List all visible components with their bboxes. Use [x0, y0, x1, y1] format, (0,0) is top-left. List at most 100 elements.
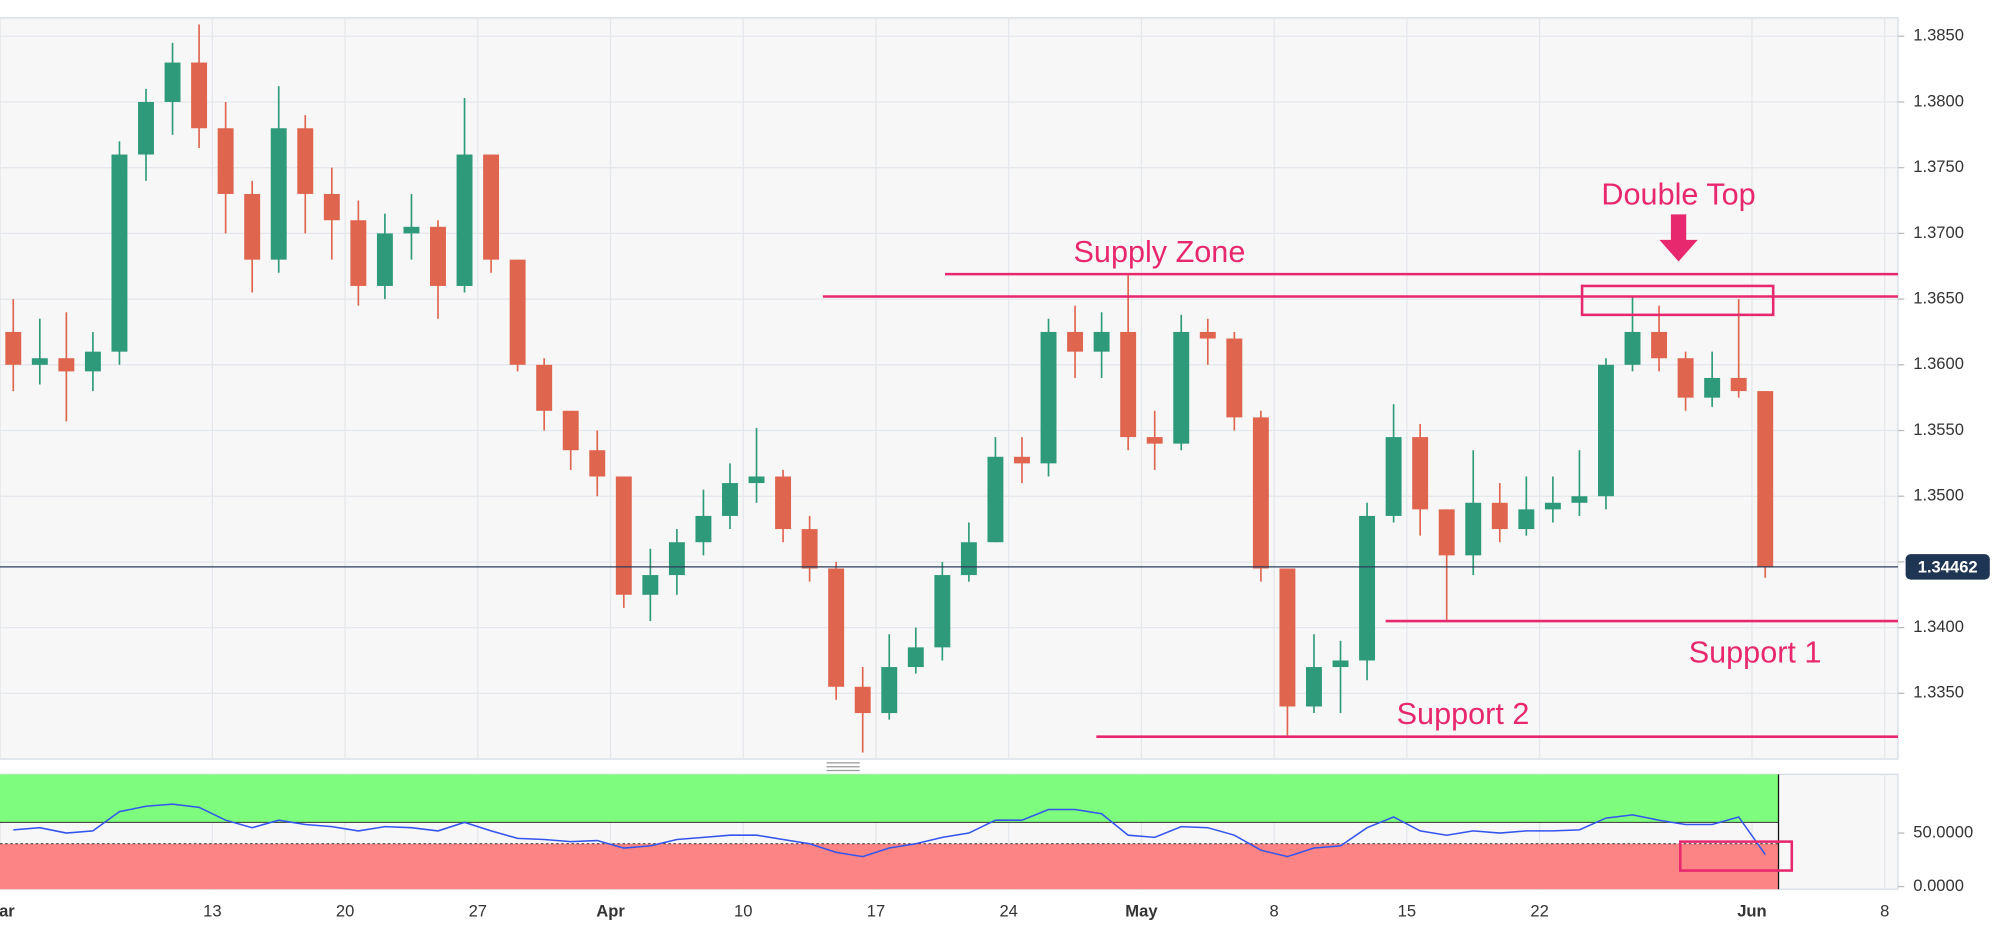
last-price-label: 1.34462: [1918, 558, 1978, 577]
candle-body: [1465, 502, 1482, 556]
candle-body: [907, 647, 924, 668]
candle-body: [1571, 496, 1588, 503]
upper-band: [0, 774, 1779, 823]
y-tick-label: 1.3550: [1913, 420, 1964, 439]
resize-handle[interactable]: [826, 762, 860, 772]
candle-body: [164, 62, 181, 102]
candle-body: [801, 529, 818, 569]
x-tick-label: 17: [867, 902, 885, 921]
candle-body: [854, 686, 871, 714]
annotation-text: Double Top: [1601, 178, 1755, 212]
candle-body: [934, 575, 951, 648]
y-tick-label: 1.3700: [1913, 223, 1964, 242]
candle-body: [31, 358, 48, 365]
candle-body: [58, 358, 75, 372]
candle-body: [536, 364, 553, 411]
y-tick-label: 1.3750: [1913, 157, 1964, 176]
candle-body: [1306, 667, 1322, 707]
x-tick-label: Apr: [596, 902, 625, 921]
candle-body: [244, 193, 261, 260]
x-tick-label: Jun: [1737, 902, 1766, 921]
candle-body: [84, 351, 101, 372]
candle-body: [1146, 437, 1163, 444]
y-tick-label: 0.0000: [1913, 876, 1964, 895]
indicator-line: [13, 803, 1766, 858]
double-top-box: [1580, 284, 1775, 317]
candle-body: [1491, 502, 1508, 530]
candle-body: [483, 154, 500, 260]
candle-body: [1730, 377, 1747, 392]
lower-band: [0, 843, 1779, 890]
candle-body: [217, 128, 234, 194]
candle-body: [1598, 364, 1614, 497]
candle-body: [430, 226, 446, 286]
candle-body: [668, 542, 685, 576]
candle-body: [1677, 358, 1694, 398]
x-tick-label: 13: [203, 902, 221, 921]
candle-body: [722, 483, 738, 516]
y-tick-label: 1.3350: [1913, 683, 1964, 702]
annotation-text: Support 2: [1397, 697, 1530, 731]
candle-body: [1040, 331, 1057, 464]
candle-body: [5, 331, 22, 365]
candle-body: [1014, 456, 1030, 464]
candle-body: [191, 62, 208, 129]
candle-body: [323, 193, 340, 221]
candle-body: [509, 259, 526, 365]
candle-body: [1757, 391, 1774, 567]
candle-body: [1704, 377, 1721, 398]
candle-body: [1412, 437, 1429, 510]
x-tick-label: 27: [469, 902, 487, 921]
candle-body: [1385, 437, 1402, 516]
candle-body: [589, 450, 606, 477]
candle-body: [1651, 331, 1668, 359]
candle-body: [881, 667, 898, 714]
y-tick-label: 1.3850: [1913, 26, 1964, 45]
candle-body: [138, 101, 154, 155]
x-tick-label: 15: [1398, 902, 1416, 921]
candle-body: [1279, 568, 1296, 707]
x-tick-label: 8: [1880, 902, 1889, 921]
candle-body: [111, 154, 128, 352]
marks: [0, 24, 1898, 890]
y-tick-label: 1.3600: [1913, 354, 1964, 373]
y-tick-label: 1.3400: [1913, 617, 1964, 636]
x-tick-label: 10: [734, 902, 752, 921]
candle-body: [1252, 417, 1269, 569]
candle-body: [1226, 338, 1243, 418]
candle-body: [1093, 331, 1110, 352]
highlight-box: [1679, 840, 1794, 872]
last-price-badge: [1905, 554, 1990, 580]
candle-body: [987, 456, 1004, 543]
candle-body: [960, 542, 977, 576]
candle-body: [1359, 515, 1376, 661]
candle-body: [828, 568, 845, 687]
candle-body: [270, 128, 287, 260]
candle-body: [297, 128, 314, 194]
candle-body: [1120, 331, 1137, 438]
candle-body: [562, 410, 579, 451]
candle-body: [376, 233, 393, 286]
annotations: Supply Zone Double Top Support 1 Support…: [822, 178, 1898, 872]
candle-body: [1624, 331, 1641, 365]
candle-body: [1438, 509, 1455, 556]
x-tick-label: 8: [1270, 902, 1279, 921]
candle-body: [1173, 331, 1190, 444]
x-tick-label: 24: [999, 902, 1017, 921]
y-tick-label: 1.3650: [1913, 288, 1964, 307]
annotation-text: Support 1: [1689, 636, 1822, 670]
candle-body: [403, 226, 420, 234]
x-tick-label: May: [1125, 902, 1158, 921]
y-tick-label: 1.3800: [1913, 91, 1964, 110]
candle-body: [1332, 660, 1349, 668]
arrow: [1659, 214, 1698, 262]
candle-body: [748, 476, 765, 484]
candle-body: [642, 575, 659, 595]
candle-body: [775, 476, 792, 530]
candle-body: [456, 154, 473, 286]
candle-body: [1544, 502, 1561, 510]
candle-body: [350, 220, 367, 286]
x-tick-label: Mar: [0, 902, 15, 921]
